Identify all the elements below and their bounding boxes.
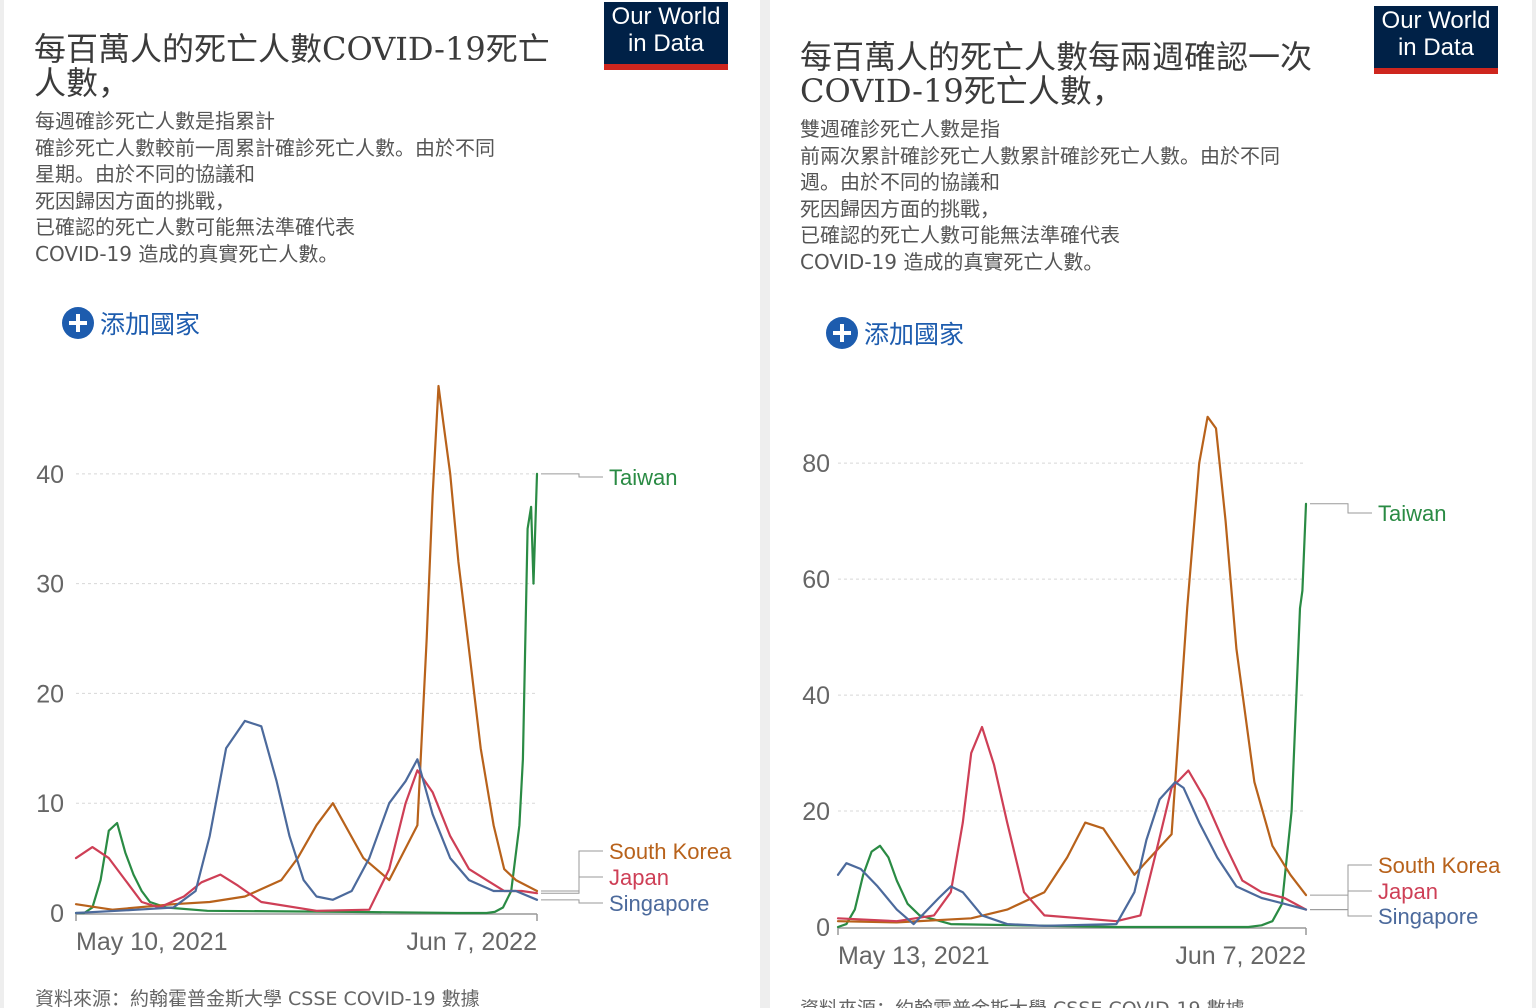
subtitle-line: 星期。由於不同的協議和 [35,162,255,187]
series-label-japan: Japan [609,865,669,890]
leader-line-taiwan [1310,503,1372,514]
leader-line-south-korea [541,850,603,892]
subtitle-line: 雙週確診死亡人數是指 [800,117,1000,141]
leader-line-singapore [541,899,603,904]
logo-line: in Data [1397,34,1475,61]
chart-subtitle: 每週確診死亡人數是指累計 確診死亡人數較前一周累計確診死亡人數。由於不同 星期。… [35,108,495,268]
subtitle-line: 確診死亡人數較前一周累計確診死亡人數。由於不同 [35,135,495,160]
y-tick-label: 40 [802,682,830,710]
subtitle-line: COVID-19 造成的真實死亡人數。 [800,249,1104,274]
series-line-taiwan [74,472,539,915]
chart-title: 每百萬人的死亡人數COVID-19死亡 人數， [34,32,550,100]
chart-title: 每百萬人的死亡人數每兩週確認一次 COVID-19死亡人數， [800,40,1312,108]
series-line-south-korea [836,415,1308,924]
y-tick-label: 80 [802,450,830,478]
leader-line-japan [1310,890,1372,911]
x-tick-label: Jun 7, 2022 [406,928,537,956]
line-chart[interactable]: 0 10 20 30 40 May 10, 2021 Jun 7, 2022 Taiwan So… [4,360,760,970]
y-tick-label: 40 [36,461,64,489]
subtitle-line: 前兩次累計確診死亡人數累計確診死亡人數。由於不同 [800,143,1280,168]
series-label-singapore: Singapore [1378,904,1478,929]
series-label-taiwan: Taiwan [1378,501,1446,526]
logo-line: Our World [611,3,721,30]
add-country-button[interactable]: 添加國家 [826,315,964,351]
series-line-japan [74,769,539,912]
title-line: COVID-19死亡人數， [800,72,1124,110]
x-tick-label: May 10, 2021 [76,928,228,956]
source-note: 資料來源：約翰霍普金斯大學 CSSE COVID-19 數據 [800,994,1245,1008]
series-label-singapore: Singapore [609,891,709,916]
x-tick-label: May 13, 2021 [838,942,990,970]
logo-line: Our World [1381,7,1491,34]
line-chart[interactable]: 0 20 40 60 80 May 13, 2021 Jun 7, 2022 Taiwan So… [770,360,1532,988]
title-line: 人數， [34,64,131,102]
add-country-label: 添加國家 [100,310,201,339]
leader-line-south-korea [1310,864,1372,896]
subtitle-line: 死因歸因方面的挑戰， [800,196,1000,221]
series-label-south-korea: South Korea [609,839,732,864]
subtitle-line: 已確認的死亡人數可能無法準確代表 [35,215,355,240]
logo-line: in Data [627,30,705,57]
leader-line-singapore [1310,909,1372,917]
subtitle-line: 已確認的死亡人數可能無法準確代表 [800,223,1120,248]
series-label-south-korea: South Korea [1378,853,1501,878]
title-line: 每百萬人的死亡人數COVID-19死亡 [34,30,550,68]
y-tick-label: 20 [802,798,830,826]
series-label-taiwan: Taiwan [609,465,677,490]
subtitle-line: COVID-19 造成的真實死亡人數。 [35,241,339,266]
series-line-singapore [74,719,539,915]
right-chart-panel: Our World in Data 每百萬人的死亡人數每兩週確認一次 COVID… [770,0,1532,1008]
plus-circle-icon [62,307,94,339]
leader-line-japan [541,876,603,894]
subtitle-line: 死因歸因方面的挑戰， [35,188,235,213]
x-tick-label: Jun 7, 2022 [1175,942,1306,970]
series-line-south-korea [74,384,539,911]
subtitle-line: 每週確診死亡人數是指累計 [35,109,275,133]
plus-circle-icon [826,317,858,349]
title-line: 每百萬人的死亡人數每兩週確認一次 [800,38,1313,76]
series-label-japan: Japan [1378,879,1438,904]
subtitle-line: 週。由於不同的協議和 [800,170,1000,195]
owid-logo[interactable]: Our World in Data [1374,6,1498,74]
add-country-button[interactable]: 添加國家 [62,305,200,341]
y-tick-label: 0 [816,914,830,942]
y-tick-label: 10 [36,790,64,818]
add-country-label: 添加國家 [864,320,965,349]
series-line-singapore [836,781,1308,927]
owid-logo[interactable]: Our World in Data [604,2,728,70]
y-tick-label: 20 [36,680,64,708]
series-line-japan [836,725,1308,923]
source-note: 資料來源：約翰霍普金斯大學 CSSE COVID-19 數據 [35,988,480,1008]
series-line-taiwan [836,502,1308,929]
y-tick-label: 60 [802,566,830,594]
left-chart-panel: Our World in Data 每百萬人的死亡人數COVID-19死亡 人數… [4,0,760,1008]
leader-line-taiwan [541,473,603,478]
y-tick-label: 0 [50,900,64,928]
chart-subtitle: 雙週確診死亡人數是指 前兩次累計確診死亡人數累計確診死亡人數。由於不同 週。由於… [800,116,1280,276]
y-tick-label: 30 [36,571,64,599]
